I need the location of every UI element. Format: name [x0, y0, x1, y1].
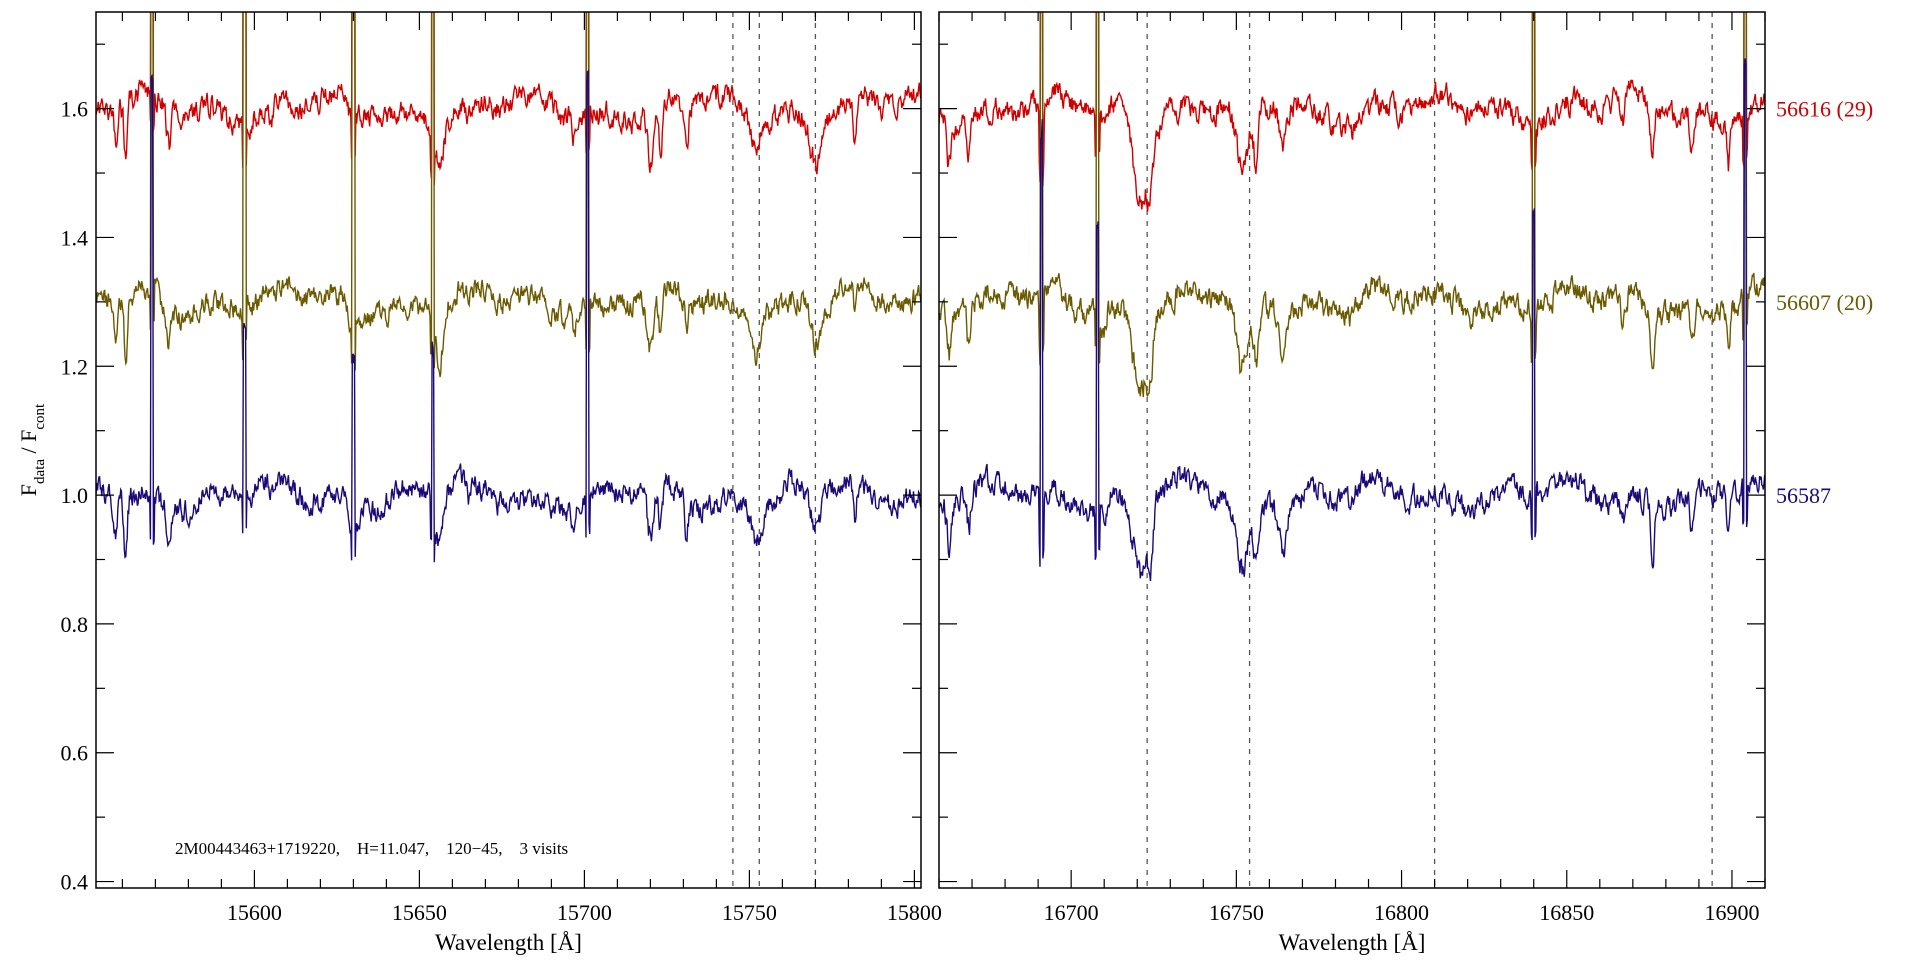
series-label: 56587 — [1776, 483, 1831, 508]
series-label: 56616 (29) — [1776, 97, 1873, 122]
star-annotation: 2M00443463+1719220, H=11.047, 120−45, 3 … — [175, 839, 568, 858]
y-axis-label: Fdata / Fcont — [16, 403, 48, 496]
y-tick-label: 1.2 — [61, 354, 89, 379]
x-tick-label: 16900 — [1704, 900, 1759, 925]
panel-frame — [95, 11, 922, 889]
x-tick-label: 16750 — [1209, 900, 1264, 925]
spectrum-line-56587 — [939, 58, 1765, 582]
y-tick-label: 0.4 — [61, 870, 89, 895]
series-label: 56607 (20) — [1776, 290, 1873, 315]
y-tick-label: 1.0 — [61, 483, 89, 508]
x-tick-label: 16800 — [1374, 900, 1429, 925]
panel-2: 16700 16750 16800 16850 16900 Wavelength [Å] — [938, 11, 1766, 955]
x-tick-label: 15700 — [557, 900, 612, 925]
spectrum-line-56607 — [939, 12, 1765, 398]
spectrum-line-56587 — [96, 69, 921, 563]
x-axis-label: Wavelength [Å] — [435, 930, 582, 955]
x-tick-label: 16850 — [1539, 900, 1594, 925]
x-tick-label: 15650 — [392, 900, 447, 925]
y-tick-label: 1.6 — [61, 97, 89, 122]
panel-1: 15600 15650 15700 15750 15800 Wavelength [Å] — [95, 11, 942, 955]
x-axis-label: Wavelength [Å] — [1279, 930, 1426, 955]
spectrum-line-56607 — [96, 12, 921, 378]
y-tick-label: 0.8 — [61, 612, 89, 637]
spectra — [96, 12, 921, 563]
x-tick-label: 15750 — [722, 900, 777, 925]
x-tick-label: 16700 — [1044, 900, 1099, 925]
x-tick-label: 15800 — [887, 900, 942, 925]
x-tick-label: 15600 — [227, 900, 282, 925]
spectrum-line-56616 — [939, 12, 1765, 212]
y-tick-label: 1.4 — [61, 225, 89, 250]
panel-frame — [938, 11, 1766, 889]
spectra — [939, 12, 1765, 582]
y-tick-label: 0.6 — [61, 741, 89, 766]
spectrum-line-56616 — [96, 12, 921, 186]
